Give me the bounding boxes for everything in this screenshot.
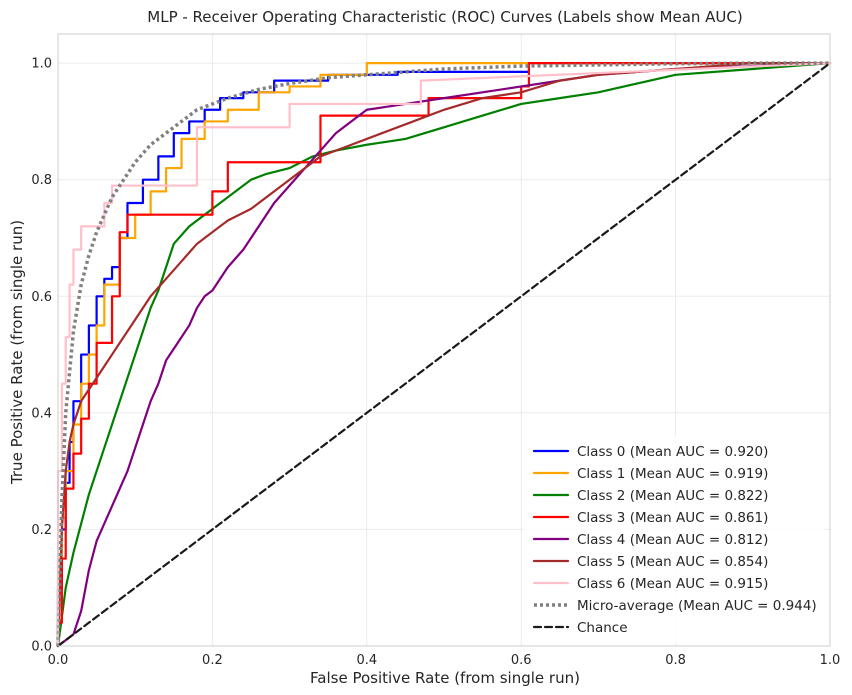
series-lines	[56, 61, 832, 648]
series-line-7	[56, 61, 830, 647]
x-tick-label: 1.0	[820, 653, 841, 668]
legend-label-7: Micro-average (Mean AUC = 0.944)	[577, 598, 817, 614]
legend-label-4: Class 4 (Mean AUC = 0.812)	[577, 532, 768, 548]
legend: Class 0 (Mean AUC = 0.920) Class 1 (Mean …	[524, 436, 824, 644]
x-tick-label: 0.6	[511, 653, 532, 668]
series-line-0	[56, 62, 832, 648]
legend-label-0: Class 0 (Mean AUC = 0.920)	[577, 444, 768, 460]
legend-box	[524, 436, 824, 644]
plot-frame	[57, 33, 831, 647]
legend-label-2: Class 2 (Mean AUC = 0.822)	[577, 488, 768, 504]
legend-label-8: Chance	[577, 620, 628, 636]
y-tick-label: 0.0	[31, 640, 52, 655]
y-tick-label: 0.2	[31, 523, 52, 538]
y-axis-title: True Positive Rate (from single run)	[8, 220, 26, 485]
legend-label-6: Class 6 (Mean AUC = 0.915)	[577, 576, 768, 592]
x-tick-label: 0.2	[202, 653, 223, 668]
y-tick-label: 0.4	[31, 406, 52, 421]
tick-labels: 0.0 0.2 0.4 0.6 0.8 1.0 0.0 0.2 0.4 0.6 0.8 1.0	[31, 57, 840, 668]
series-line-8	[56, 62, 832, 648]
y-tick-label: 1.0	[31, 57, 52, 72]
x-tick-label: 0.0	[48, 653, 69, 668]
series-line-3	[56, 62, 832, 648]
x-tick-label: 0.8	[665, 653, 686, 668]
y-tick-label: 0.8	[31, 173, 52, 188]
series-line-4	[56, 62, 832, 648]
series-line-6	[56, 62, 832, 648]
x-tick-label: 0.4	[356, 653, 377, 668]
x-axis-title: False Positive Rate (from single run)	[310, 669, 580, 687]
legend-label-3: Class 3 (Mean AUC = 0.861)	[577, 510, 768, 526]
legend-label-5: Class 5 (Mean AUC = 0.854)	[577, 554, 768, 570]
series-line-5	[56, 62, 832, 648]
chart-title: MLP - Receiver Operating Characteristic …	[147, 8, 742, 26]
legend-label-1: Class 1 (Mean AUC = 0.919)	[577, 466, 768, 482]
y-tick-label: 0.6	[31, 290, 52, 305]
